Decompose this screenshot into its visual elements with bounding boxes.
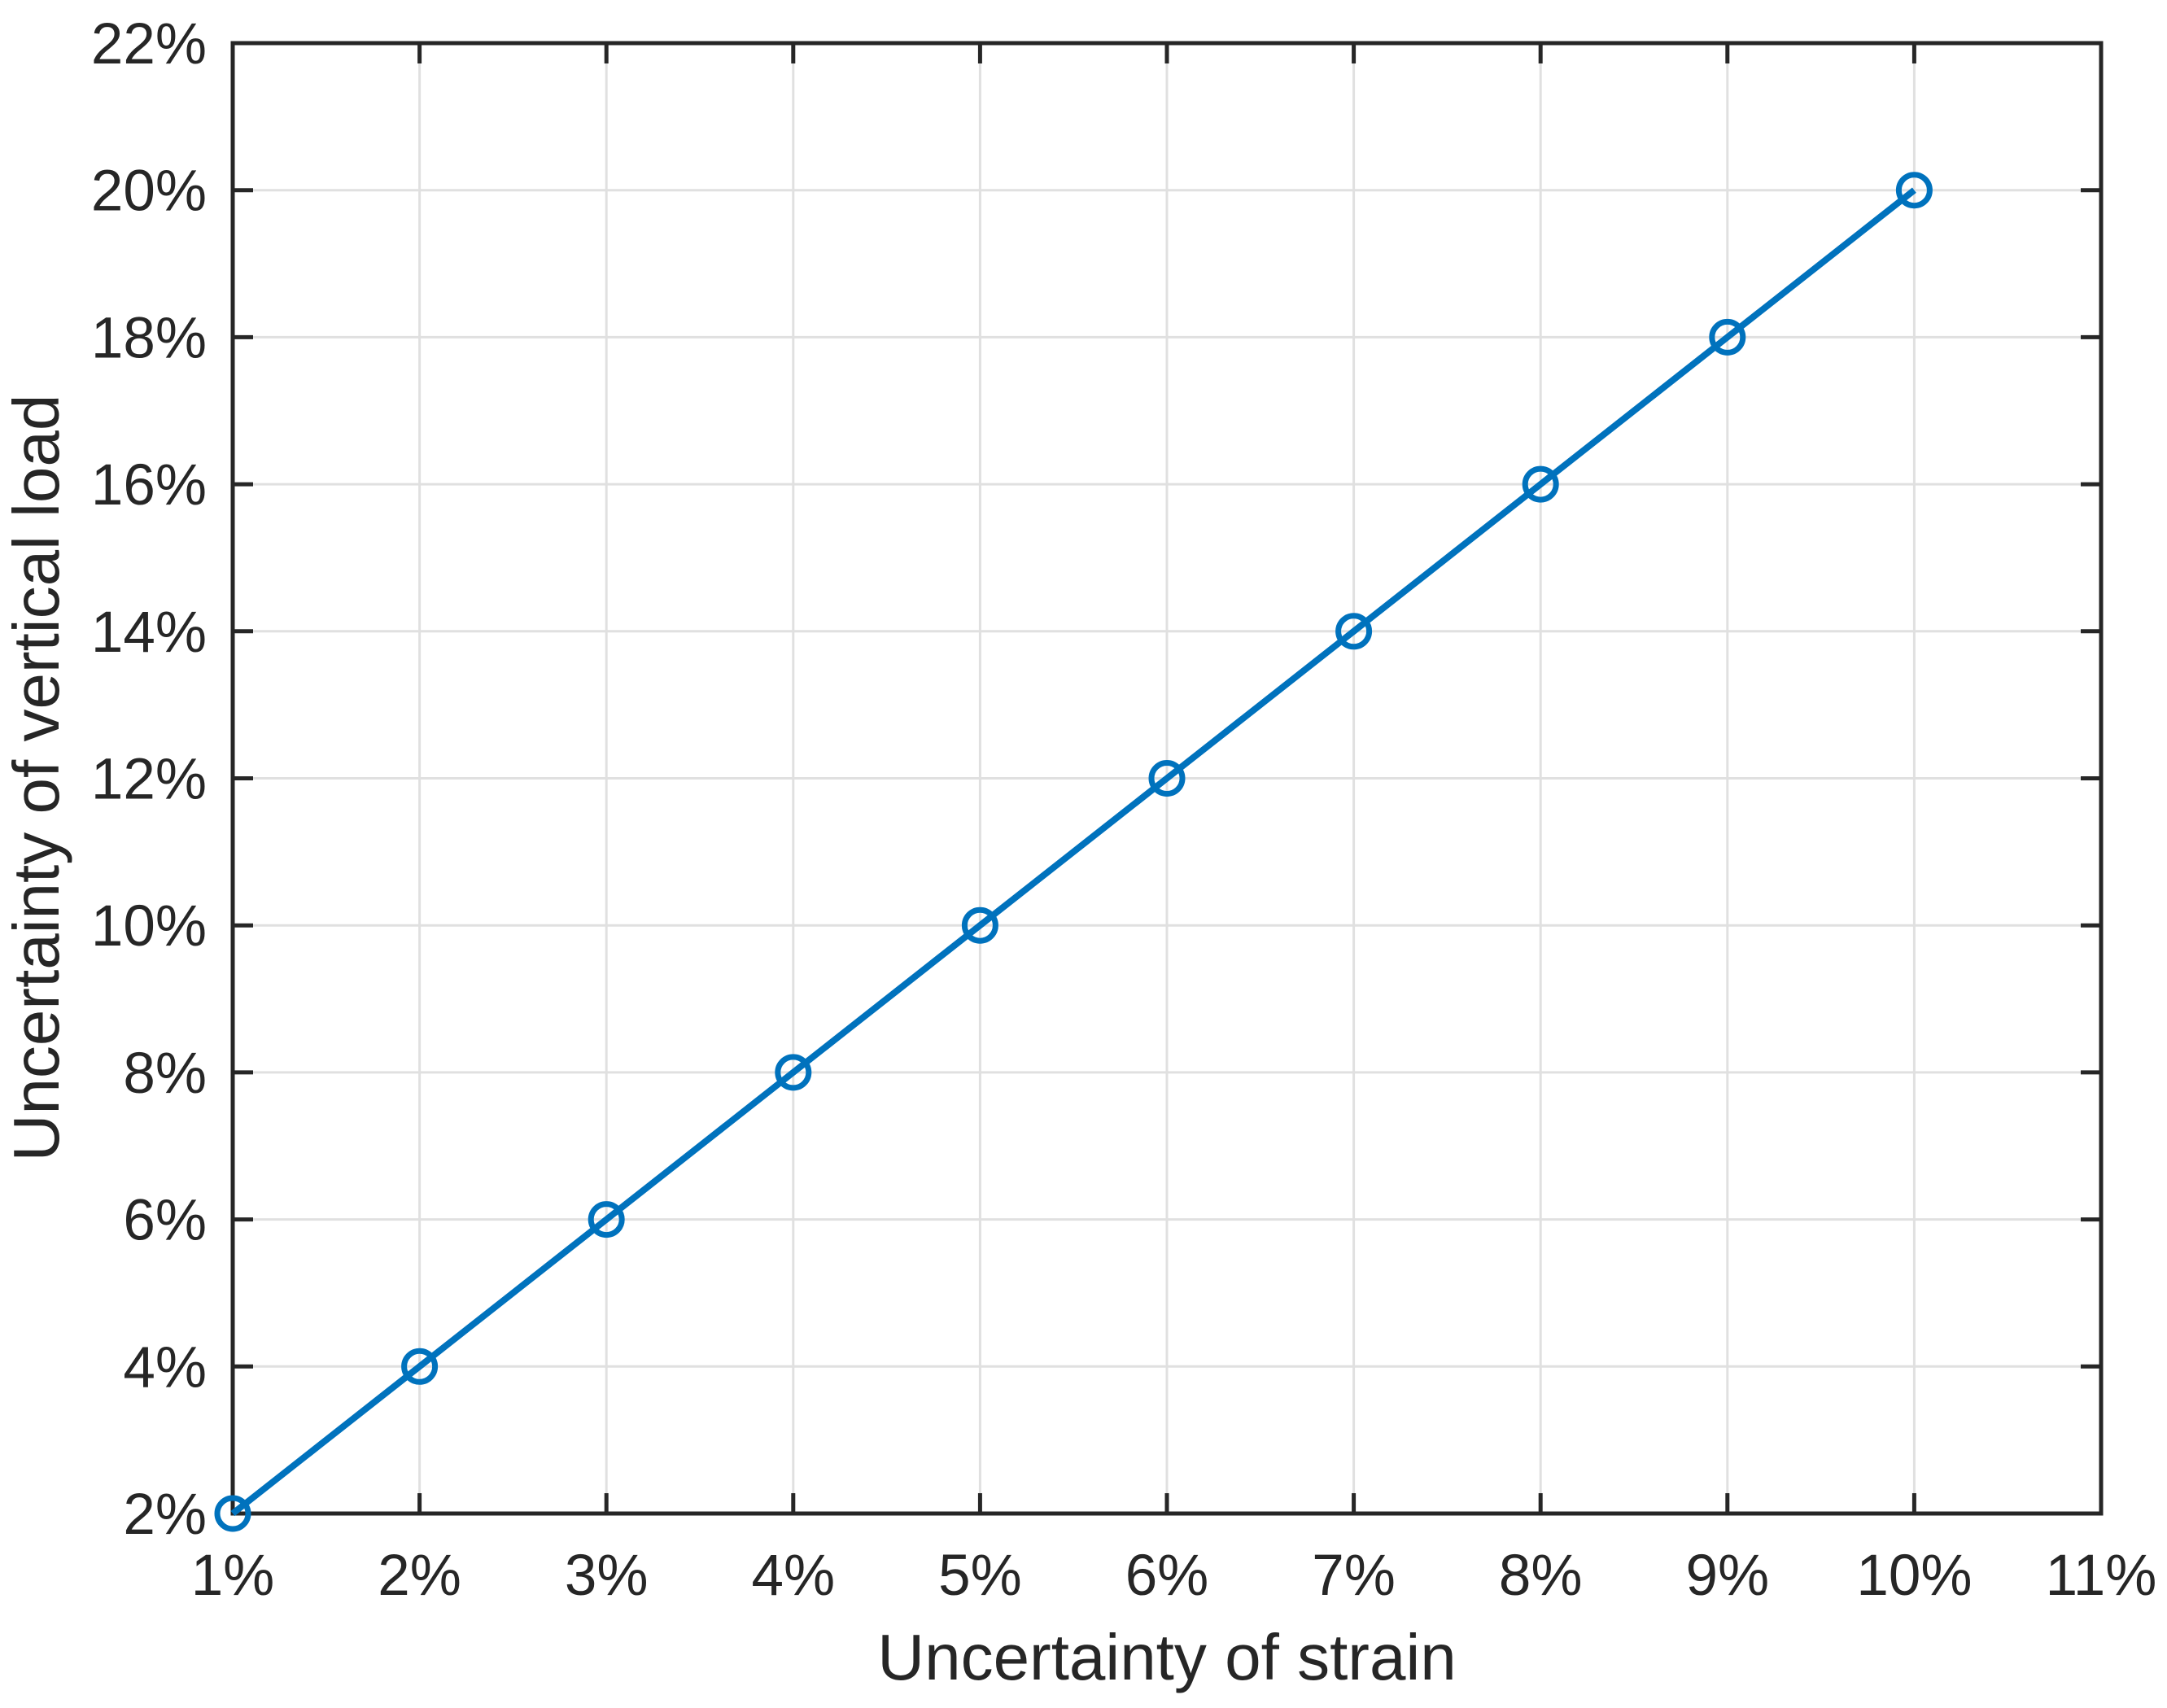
y-tick-label: 8%: [123, 1042, 207, 1106]
x-axis-label: Uncertainty of strain: [877, 1621, 1456, 1693]
data-point-marker: [1709, 318, 1746, 356]
y-tick-label: 14%: [91, 601, 207, 665]
x-tick-label: 9%: [1685, 1544, 1769, 1608]
y-tick-label: 12%: [91, 748, 207, 812]
chart-layers: 1% 2% 3% 4% 5% 6% 7% 8% 9% 10% 11%2%4%6%8%10%12%14…: [91, 12, 2157, 1608]
x-tick-label: 10%: [1856, 1544, 1972, 1608]
y-tick-label: 22%: [91, 12, 207, 76]
data-point-marker: [214, 1495, 251, 1532]
data-point-marker: [775, 1054, 812, 1091]
y-tick-label: 20%: [91, 159, 207, 224]
y-tick-label: 2%: [123, 1483, 207, 1547]
y-axis-label: Uncertainty of vertical load: [0, 395, 72, 1162]
y-tick-label: 10%: [91, 894, 207, 959]
x-tick-label: 3%: [565, 1544, 649, 1608]
y-tick-label: 18%: [91, 306, 207, 370]
data-point-marker: [588, 1201, 625, 1238]
y-tick-label: 6%: [123, 1189, 207, 1253]
x-tick-label: 5%: [938, 1544, 1022, 1608]
data-point-marker: [1148, 760, 1186, 797]
y-tick-label: 4%: [123, 1335, 207, 1400]
x-tick-label: 4%: [751, 1544, 835, 1608]
x-tick-label: 1%: [191, 1544, 275, 1608]
x-tick-label: 6%: [1125, 1544, 1209, 1608]
x-tick-label: 11%: [2046, 1544, 2157, 1608]
data-point-marker: [1335, 613, 1373, 650]
x-tick-label: 7%: [1312, 1544, 1396, 1608]
y-tick-label: 16%: [91, 453, 207, 518]
data-point-marker: [401, 1348, 439, 1385]
data-line: [230, 187, 1916, 1517]
data-point-marker: [1522, 465, 1559, 503]
x-tick-label: 8%: [1499, 1544, 1583, 1608]
x-tick-label: 2%: [378, 1544, 461, 1608]
data-point-marker: [961, 906, 998, 944]
data-point-marker: [1895, 172, 1933, 209]
